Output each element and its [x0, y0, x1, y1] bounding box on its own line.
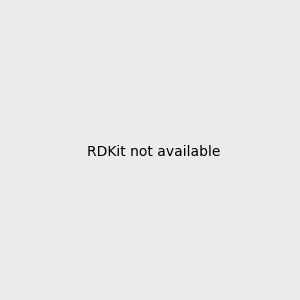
Text: RDKit not available: RDKit not available	[87, 145, 220, 158]
